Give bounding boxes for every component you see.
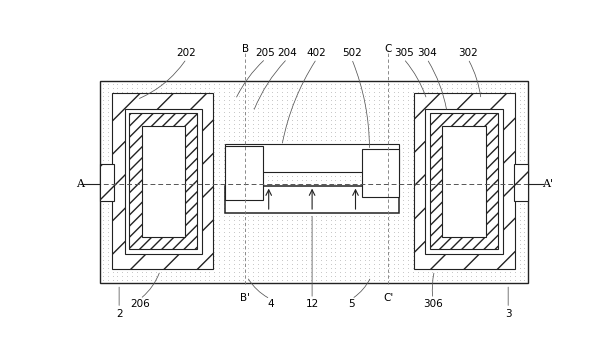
Text: 4: 4 <box>267 299 274 309</box>
Bar <box>362 149 399 196</box>
Bar <box>425 109 502 253</box>
Text: 502: 502 <box>341 48 362 58</box>
Text: B: B <box>242 44 249 55</box>
Bar <box>442 126 486 236</box>
Text: 2: 2 <box>116 309 122 319</box>
Bar <box>141 126 185 236</box>
Bar <box>125 109 202 253</box>
Bar <box>100 164 114 201</box>
Text: 5: 5 <box>348 299 355 309</box>
Bar <box>129 113 198 249</box>
Text: 12: 12 <box>305 299 319 309</box>
Text: A: A <box>76 179 84 189</box>
Text: C: C <box>384 44 392 55</box>
Bar <box>414 93 515 269</box>
Text: B': B' <box>241 293 250 303</box>
Text: 3: 3 <box>505 309 512 319</box>
Text: 204: 204 <box>277 48 297 58</box>
Bar <box>100 81 528 283</box>
Text: 305: 305 <box>394 48 414 58</box>
Text: 302: 302 <box>458 48 478 58</box>
Text: 205: 205 <box>256 48 275 58</box>
Text: C': C' <box>383 293 393 303</box>
Text: 306: 306 <box>423 299 443 309</box>
Bar <box>430 113 498 249</box>
Text: 202: 202 <box>177 48 196 58</box>
Bar <box>513 164 528 201</box>
Bar <box>225 146 263 200</box>
Bar <box>112 93 213 269</box>
Text: 206: 206 <box>130 299 150 309</box>
Text: 402: 402 <box>307 48 327 58</box>
Bar <box>225 144 399 172</box>
Text: A': A' <box>542 179 553 189</box>
Bar <box>225 186 399 213</box>
Text: 304: 304 <box>417 48 437 58</box>
